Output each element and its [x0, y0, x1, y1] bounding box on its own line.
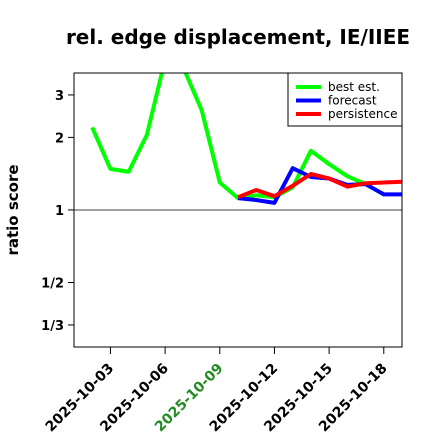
y-axis: 1/3 1/2 1 2 3: [41, 89, 74, 334]
y-tick-label: 1: [55, 204, 64, 219]
legend-label: best est.: [328, 80, 380, 94]
legend-label: persistence: [328, 107, 397, 121]
y-tick-label: 1/3: [41, 319, 64, 334]
legend-label: forecast: [328, 94, 377, 108]
y-tick-label: 2: [55, 131, 64, 146]
y-tick-label: 1/2: [41, 277, 64, 292]
y-axis-label: ratio score: [4, 164, 22, 255]
chart-title: rel. edge displacement, IE/IIEE: [66, 25, 410, 49]
x-axis: 2025-10-032025-10-062025-10-092025-10-12…: [43, 347, 391, 435]
series-layer: [90, 73, 402, 205]
series-line-persistence: [237, 172, 402, 200]
y-tick-label: 3: [55, 89, 64, 104]
